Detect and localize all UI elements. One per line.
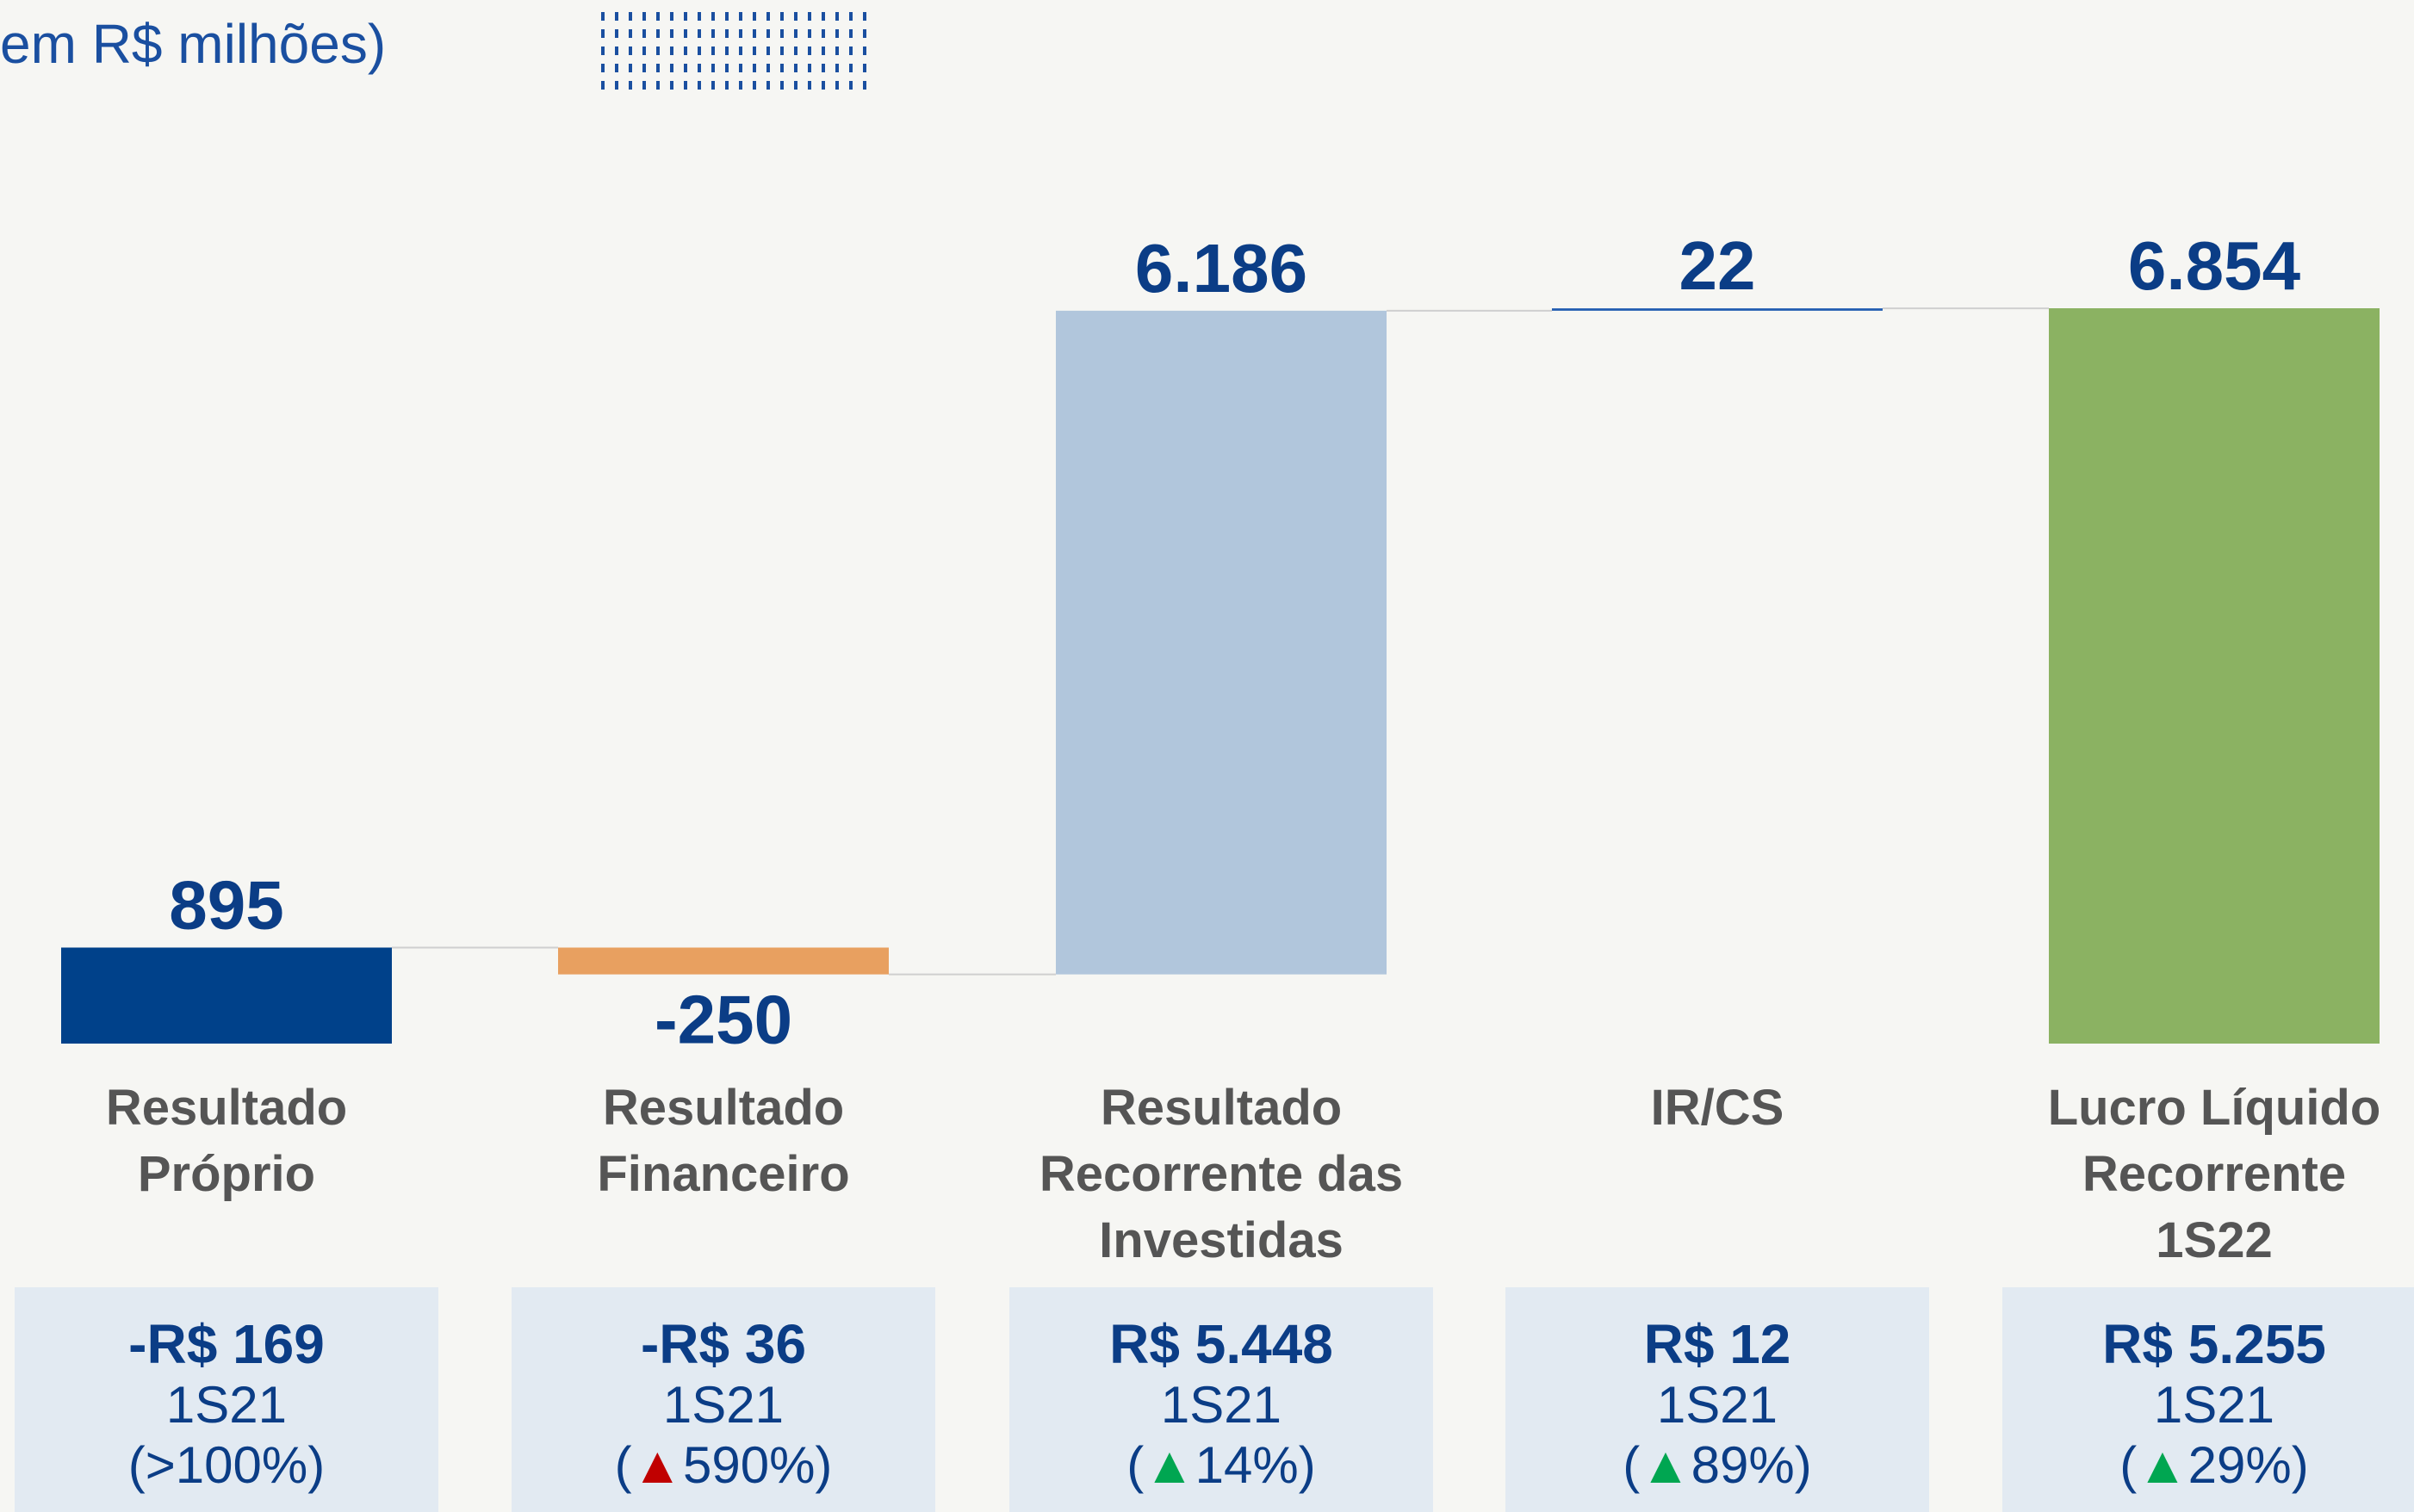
- comparison-change: (▲590%): [614, 1436, 833, 1494]
- comparison-value: R$ 5.255: [2102, 1313, 2326, 1375]
- comparison-period: 1S21: [165, 1376, 288, 1434]
- comparison-period: 1S21: [1160, 1376, 1282, 1434]
- comparison-period: 1S21: [1656, 1376, 1778, 1434]
- dot-pattern: [601, 12, 866, 96]
- comparison-box: -R$ 36 1S21 (▲590%): [512, 1287, 935, 1512]
- bar: [1552, 308, 1883, 311]
- comparison-period: 1S21: [662, 1376, 785, 1434]
- category-label: Resultado Próprio: [105, 1080, 348, 1202]
- value-label: 6.186: [1135, 230, 1307, 307]
- comparison-value: R$ 12: [1643, 1313, 1791, 1375]
- comparison-value: R$ 5.448: [1109, 1313, 1333, 1375]
- comparison-value: -R$ 169: [128, 1313, 325, 1375]
- comparison-change: (▲14%): [1126, 1436, 1316, 1494]
- comparison-change: (▲89%): [1623, 1436, 1812, 1494]
- comparison-box: R$ 5.448 1S21 (▲14%): [1009, 1287, 1433, 1512]
- change-marker: ▲: [631, 1436, 683, 1494]
- bar: [2049, 308, 2380, 1044]
- change-marker: ▲: [1640, 1436, 1691, 1494]
- change-marker: ▲: [2137, 1436, 2188, 1494]
- bar: [1056, 310, 1387, 975]
- value-label: 22: [1679, 227, 1756, 304]
- comparison-period: 1S21: [2153, 1376, 2275, 1434]
- comparison-value: -R$ 36: [640, 1313, 807, 1375]
- category-label: Resultado Recorrente das Investidas: [1039, 1080, 1404, 1268]
- comparison-box: R$ 5.255 1S21 (▲29%): [2002, 1287, 2414, 1512]
- bar: [558, 947, 889, 975]
- change-marker: ▲: [1144, 1436, 1195, 1494]
- value-label: 895: [169, 866, 283, 943]
- comparison-box: -R$ 169 1S21 (>100%): [15, 1287, 438, 1512]
- category-label: IR/CS: [1650, 1080, 1784, 1136]
- comparison-box: R$ 12 1S21 (▲89%): [1505, 1287, 1929, 1512]
- value-label: -250: [655, 982, 792, 1058]
- category-label: Resultado Financeiro: [597, 1080, 850, 1202]
- comparison-change: (>100%): [127, 1436, 326, 1494]
- comparison-change: (▲29%): [2119, 1436, 2309, 1494]
- chart-title: em R$ milhões): [0, 13, 387, 75]
- bar: [61, 947, 392, 1044]
- value-label: 6.854: [2128, 227, 2301, 304]
- category-label: Lucro Líquido Recorrente 1S22: [2047, 1080, 2381, 1268]
